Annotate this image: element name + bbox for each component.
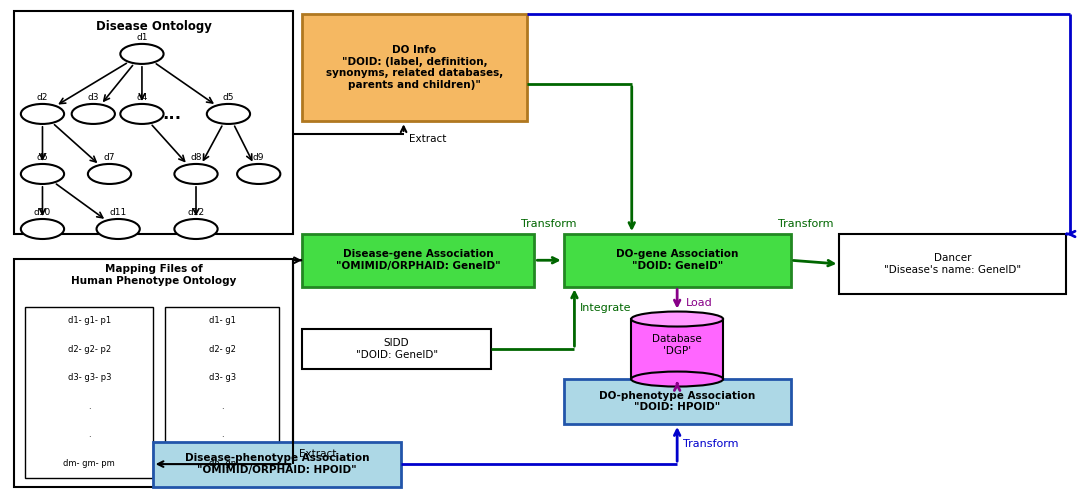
- Circle shape: [175, 219, 218, 239]
- Text: Dancer
"Disease's name: GeneID": Dancer "Disease's name: GeneID": [885, 253, 1021, 275]
- Text: d12: d12: [188, 208, 205, 217]
- FancyBboxPatch shape: [165, 306, 280, 478]
- Text: Disease-phenotype Association
"OMIMID/ORPHAID: HPOID": Disease-phenotype Association "OMIMID/OR…: [185, 453, 370, 475]
- FancyBboxPatch shape: [14, 12, 294, 234]
- Text: d9: d9: [253, 153, 264, 162]
- Text: SIDD
"DOID: GeneID": SIDD "DOID: GeneID": [356, 338, 438, 360]
- Text: dm- gm- pm: dm- gm- pm: [64, 459, 115, 468]
- Circle shape: [237, 164, 281, 184]
- FancyBboxPatch shape: [25, 306, 154, 478]
- Circle shape: [21, 164, 64, 184]
- Text: DO-phenotype Association
"DOID: HPOID": DO-phenotype Association "DOID: HPOID": [599, 391, 756, 412]
- Text: .: .: [221, 431, 223, 439]
- Circle shape: [120, 104, 164, 124]
- FancyBboxPatch shape: [14, 259, 294, 486]
- Text: Load: Load: [686, 374, 712, 384]
- Text: Disease Ontology: Disease Ontology: [95, 21, 211, 33]
- Text: d10: d10: [34, 208, 51, 217]
- Text: d2- g2- p2: d2- g2- p2: [68, 345, 111, 354]
- Text: Extract: Extract: [299, 449, 336, 459]
- Text: d3: d3: [88, 94, 99, 103]
- Circle shape: [96, 219, 140, 239]
- Text: d6: d6: [37, 153, 48, 162]
- Circle shape: [207, 104, 250, 124]
- Text: dn- gn: dn- gn: [208, 459, 235, 468]
- Circle shape: [72, 104, 115, 124]
- Text: d3- g3: d3- g3: [208, 373, 235, 382]
- Text: d1- g1: d1- g1: [209, 316, 235, 325]
- Ellipse shape: [631, 311, 723, 326]
- Text: .: .: [221, 402, 223, 411]
- FancyBboxPatch shape: [564, 379, 790, 424]
- FancyBboxPatch shape: [839, 234, 1067, 294]
- Text: Transform: Transform: [683, 439, 738, 449]
- Text: Extract: Extract: [409, 134, 447, 144]
- Circle shape: [88, 164, 131, 184]
- Text: d11: d11: [109, 208, 127, 217]
- FancyBboxPatch shape: [153, 442, 401, 486]
- Text: ...: ...: [163, 105, 182, 123]
- Text: d2- g2: d2- g2: [209, 345, 235, 354]
- Text: Load: Load: [686, 298, 712, 308]
- Text: d3- g3- p3: d3- g3- p3: [67, 373, 111, 382]
- Text: Integrate: Integrate: [580, 303, 631, 313]
- FancyBboxPatch shape: [302, 14, 527, 121]
- Ellipse shape: [631, 372, 723, 387]
- Circle shape: [21, 104, 64, 124]
- Text: Transform: Transform: [521, 219, 577, 229]
- Circle shape: [120, 44, 164, 64]
- FancyBboxPatch shape: [302, 234, 534, 287]
- Text: d7: d7: [104, 153, 115, 162]
- FancyBboxPatch shape: [302, 329, 491, 369]
- Bar: [631, 319, 723, 379]
- Text: .: .: [88, 431, 91, 439]
- Text: Transform: Transform: [778, 219, 834, 229]
- Circle shape: [21, 219, 64, 239]
- Text: d2: d2: [37, 94, 48, 103]
- Text: d1- g1- p1: d1- g1- p1: [68, 316, 111, 325]
- Text: Disease-gene Association
"OMIMID/ORPHAID: GeneID": Disease-gene Association "OMIMID/ORPHAID…: [336, 249, 501, 271]
- Text: .: .: [88, 402, 91, 411]
- Text: d4: d4: [137, 94, 147, 103]
- FancyBboxPatch shape: [564, 234, 790, 287]
- Circle shape: [175, 164, 218, 184]
- Text: d1: d1: [137, 33, 147, 42]
- Text: DO Info
"DOID: (label, definition,
synonyms, related databases,
parents and chil: DO Info "DOID: (label, definition, synon…: [326, 45, 503, 90]
- Text: d8: d8: [191, 153, 202, 162]
- Text: Mapping Files of
Human Phenotype Ontology: Mapping Files of Human Phenotype Ontolog…: [72, 264, 236, 286]
- Text: DO-gene Association
"DOID: GeneID": DO-gene Association "DOID: GeneID": [616, 249, 738, 271]
- Text: Database
'DGP': Database 'DGP': [653, 334, 702, 356]
- Text: d5: d5: [222, 94, 234, 103]
